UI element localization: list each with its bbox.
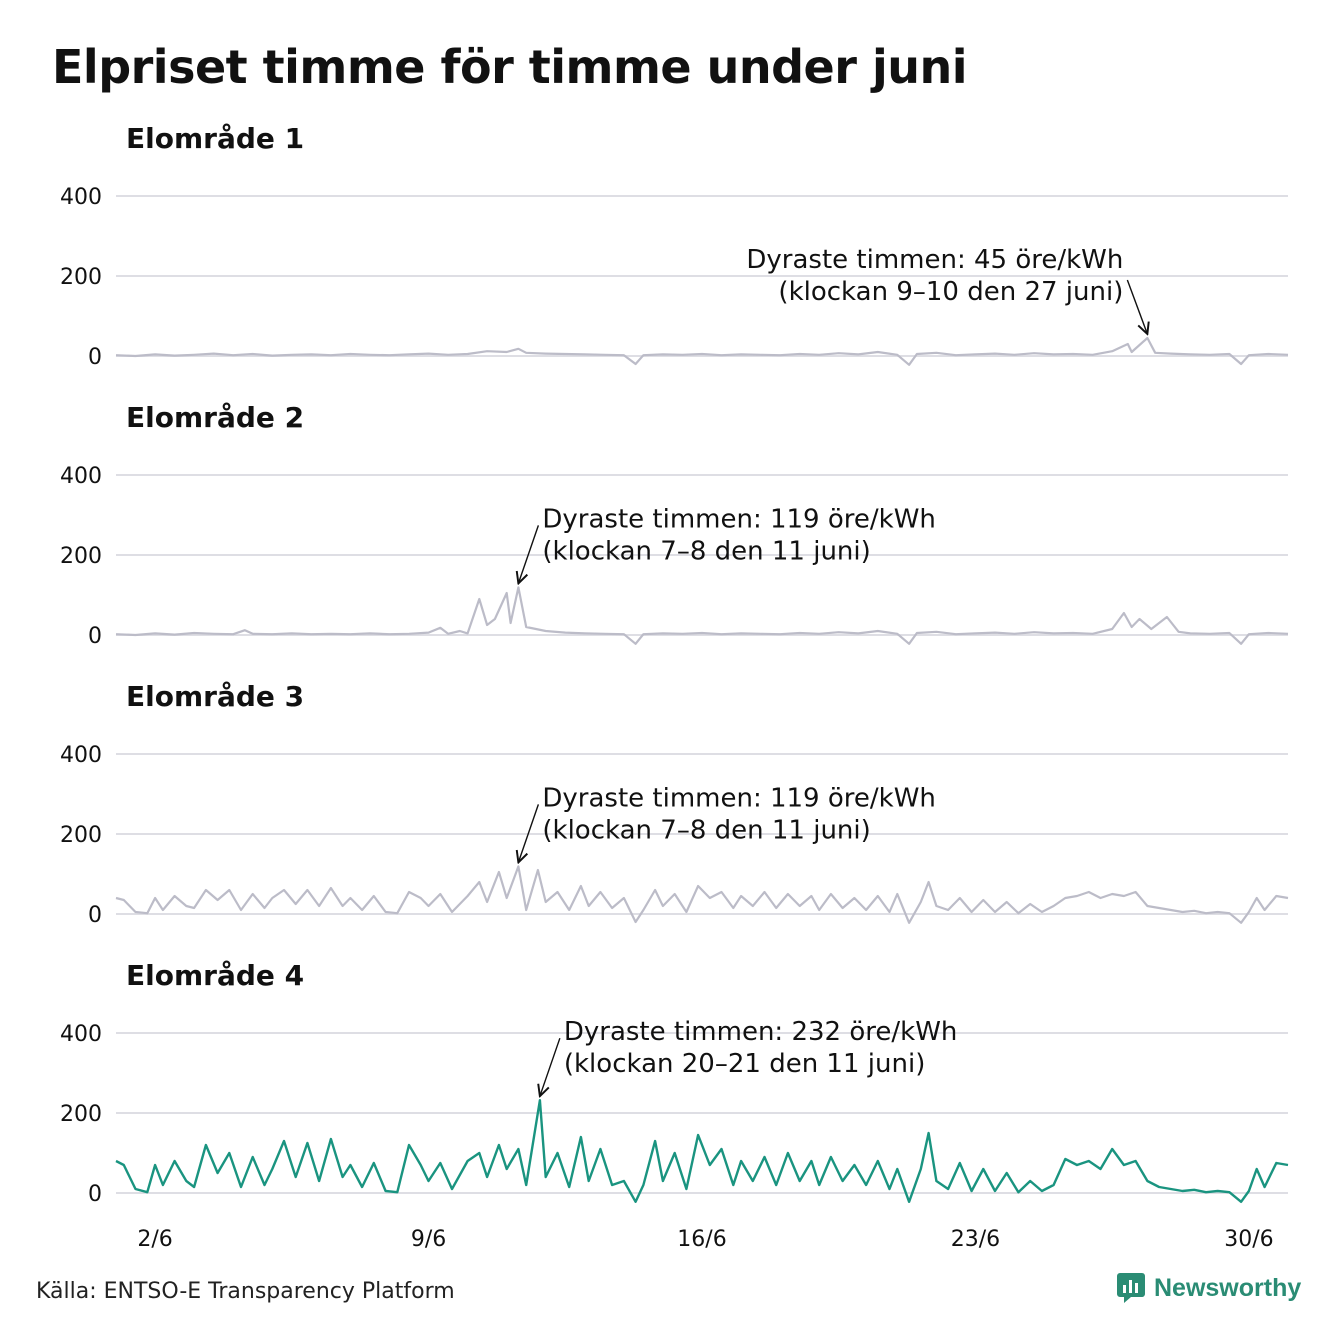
y-tick-label: 400: [60, 464, 102, 489]
annotation-line-2: (klockan 20–21 den 11 juni): [564, 1049, 925, 1079]
annotation-arrow: [518, 804, 540, 862]
y-tick-label: 200: [60, 265, 102, 290]
y-tick-label: 400: [60, 1022, 102, 1047]
annotation-line-2: (klockan 7–8 den 11 juni): [542, 815, 870, 845]
annotation-line-2: (klockan 9–10 den 27 juni): [778, 277, 1123, 307]
y-tick-label: 0: [88, 903, 102, 928]
panel-title: Elområde 4: [126, 959, 304, 992]
annotation-arrow: [540, 1037, 561, 1096]
x-tick-label: 30/6: [1224, 1227, 1273, 1252]
price-series-line: [115, 336, 1289, 366]
chart-title: Elpriset timme för timme under juni: [52, 40, 968, 94]
panel-title: Elområde 3: [126, 680, 304, 713]
annotation-line-1: Dyraste timmen: 119 öre/kWh: [542, 783, 936, 813]
y-tick-label: 400: [60, 185, 102, 210]
price-series-line: [115, 586, 1289, 645]
x-tick-label: 2/6: [137, 1227, 172, 1252]
newsworthy-logo-icon: [1117, 1273, 1145, 1303]
price-series-line: [115, 865, 1289, 924]
annotation-line-1: Dyraste timmen: 119 öre/kWh: [542, 504, 936, 534]
price-series-line: [115, 1098, 1289, 1204]
x-tick-label: 23/6: [951, 1227, 1000, 1252]
y-tick-label: 400: [60, 743, 102, 768]
annotation-arrow: [518, 525, 540, 583]
annotation-line-1: Dyraste timmen: 232 öre/kWh: [564, 1017, 958, 1047]
y-tick-label: 200: [60, 544, 102, 569]
panel-title: Elområde 1: [126, 122, 304, 155]
y-tick-label: 200: [60, 823, 102, 848]
brand-logo[interactable]: Newsworthy: [1116, 1272, 1301, 1304]
source-note: Källa: ENTSO-E Transparency Platform: [36, 1279, 455, 1304]
annotation-line-2: (klockan 7–8 den 11 juni): [542, 536, 870, 566]
brand-name: Newsworthy: [1154, 1273, 1302, 1302]
y-tick-label: 0: [88, 345, 102, 370]
y-tick-label: 200: [60, 1102, 102, 1127]
y-tick-label: 0: [88, 1182, 102, 1207]
annotation-line-1: Dyraste timmen: 45 öre/kWh: [746, 245, 1123, 275]
panel-title: Elområde 2: [126, 401, 304, 434]
x-tick-label: 16/6: [677, 1227, 726, 1252]
x-tick-label: 9/6: [411, 1227, 446, 1252]
y-tick-label: 0: [88, 624, 102, 649]
small-multiples-chart: Elområde 1 0 200 400 Dyraste timmen: 45 öre/…: [60, 122, 1289, 1252]
annotation-arrow: [1126, 279, 1147, 334]
